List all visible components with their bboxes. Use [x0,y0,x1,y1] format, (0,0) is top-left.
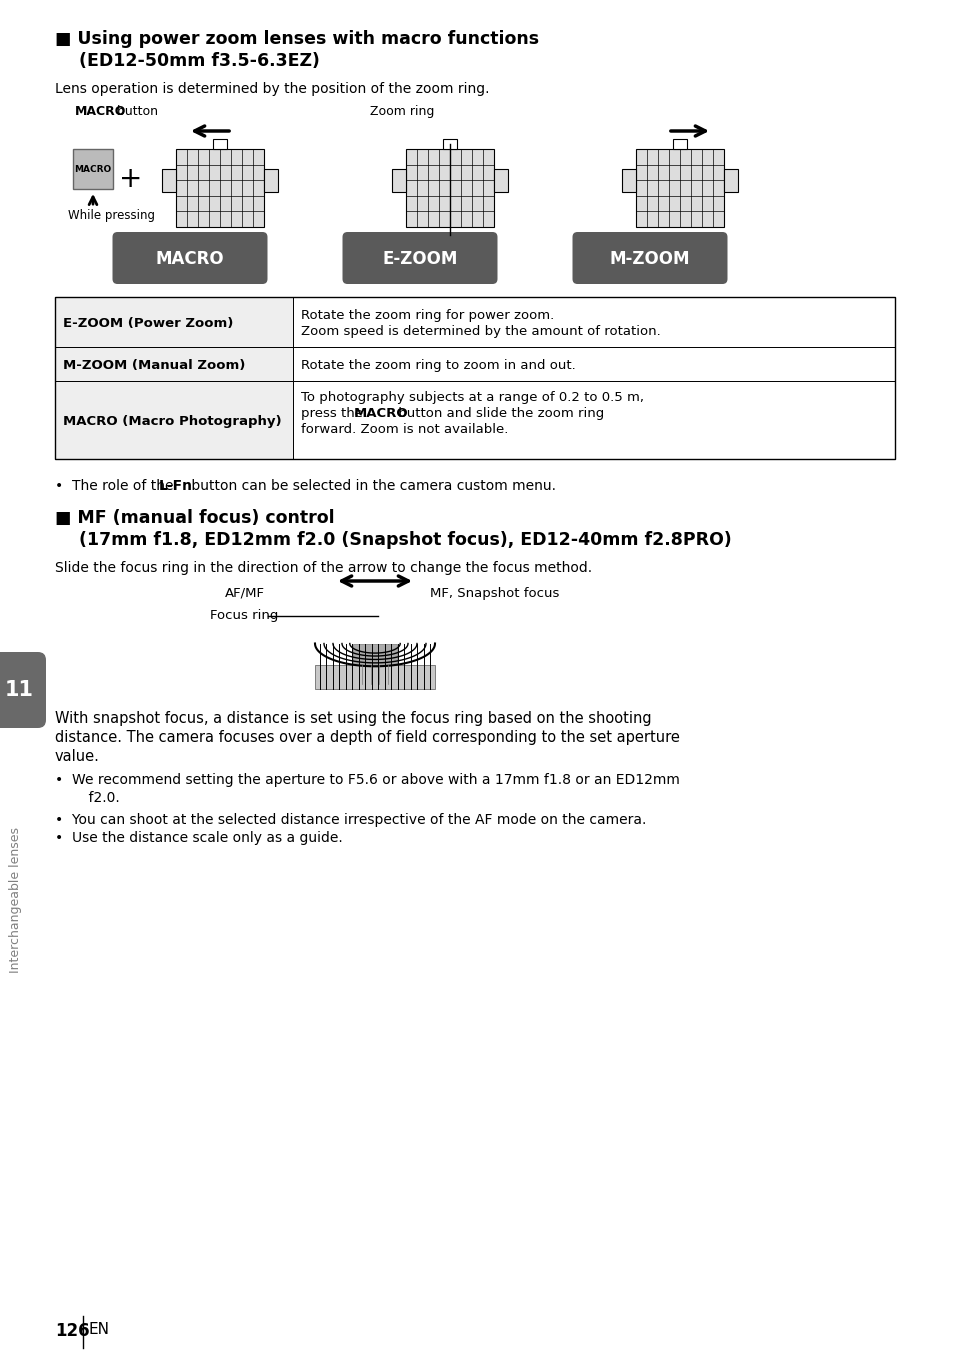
Bar [636,149,723,227]
Text: •  You can shoot at the selected distance irrespective of the AF mode on the cam: • You can shoot at the selected distance… [55,813,646,826]
Bar [293,297,894,347]
Bar [55,297,894,459]
Text: Zoom speed is determined by the amount of rotation.: Zoom speed is determined by the amount o… [301,324,660,338]
Text: Focus ring: Focus ring [210,609,278,622]
Bar [672,138,686,149]
Text: value.: value. [55,749,100,764]
Bar [293,381,894,459]
FancyBboxPatch shape [73,149,112,189]
Text: 126: 126 [55,1322,90,1339]
Text: •  We recommend setting the aperture to F5.6 or above with a 17mm f1.8 or an ED1: • We recommend setting the aperture to F… [55,773,679,787]
Bar [213,138,227,149]
Text: EN: EN [89,1322,110,1337]
Text: MACRO: MACRO [75,104,126,118]
FancyBboxPatch shape [342,232,497,284]
Text: AF/MF: AF/MF [225,588,265,600]
Text: MACRO: MACRO [74,166,112,175]
Text: (ED12-50mm f3.5-6.3EZ): (ED12-50mm f3.5-6.3EZ) [55,52,319,71]
Text: ■ MF (manual focus) control: ■ MF (manual focus) control [55,509,335,527]
Text: Rotate the zoom ring for power zoom.: Rotate the zoom ring for power zoom. [301,309,554,322]
Text: •  Use the distance scale only as a guide.: • Use the distance scale only as a guide… [55,830,342,845]
Text: While pressing: While pressing [68,209,154,223]
Text: With snapshot focus, a distance is set using the focus ring based on the shootin: With snapshot focus, a distance is set u… [55,711,651,726]
Bar [494,168,507,191]
Text: f2.0.: f2.0. [71,791,120,805]
Bar [406,149,494,227]
Text: Rotate the zoom ring to zoom in and out.: Rotate the zoom ring to zoom in and out. [301,360,576,372]
Text: ■ Using power zoom lenses with macro functions: ■ Using power zoom lenses with macro fun… [55,30,538,47]
Text: E-ZOOM (Power Zoom): E-ZOOM (Power Zoom) [63,316,233,330]
Text: button and slide the zoom ring: button and slide the zoom ring [394,407,603,421]
Bar [314,665,435,689]
Text: button can be selected in the camera custom menu.: button can be selected in the camera cus… [187,479,556,493]
Text: Lens operation is determined by the position of the zoom ring.: Lens operation is determined by the posi… [55,81,489,96]
Text: Interchangeable lenses: Interchangeable lenses [10,826,23,973]
Text: (17mm f1.8, ED12mm f2.0 (Snapshot focus), ED12-40mm f2.8PRO): (17mm f1.8, ED12mm f2.0 (Snapshot focus)… [55,531,731,550]
Bar [392,168,406,191]
Text: M-ZOOM: M-ZOOM [609,250,690,267]
Text: •  The role of the: • The role of the [55,479,177,493]
Text: press the: press the [301,407,367,421]
Bar [353,643,396,665]
FancyBboxPatch shape [112,232,267,284]
Bar [175,149,264,227]
Bar [442,138,456,149]
Text: Slide the focus ring in the direction of the arrow to change the focus method.: Slide the focus ring in the direction of… [55,560,592,575]
Text: distance. The camera focuses over a depth of field corresponding to the set aper: distance. The camera focuses over a dept… [55,730,679,745]
Text: M-ZOOM (Manual Zoom): M-ZOOM (Manual Zoom) [63,358,245,372]
Bar [264,168,277,191]
Bar [621,168,636,191]
Text: MACRO: MACRO [354,407,408,421]
Bar [55,347,293,381]
Text: 11: 11 [5,680,33,700]
Text: Zoom ring: Zoom ring [370,104,434,118]
FancyBboxPatch shape [0,651,46,727]
Text: button: button [112,104,158,118]
Text: MACRO: MACRO [155,250,224,267]
Bar [55,381,293,459]
Text: E-ZOOM: E-ZOOM [382,250,457,267]
Text: To photography subjects at a range of 0.2 to 0.5 m,: To photography subjects at a range of 0.… [301,391,643,404]
Bar [55,297,293,347]
Text: MF, Snapshot focus: MF, Snapshot focus [430,588,558,600]
Bar [293,347,894,381]
Bar [723,168,738,191]
Bar [162,168,175,191]
Text: L-Fn: L-Fn [159,479,193,493]
Text: MACRO (Macro Photography): MACRO (Macro Photography) [63,414,281,427]
Text: forward. Zoom is not available.: forward. Zoom is not available. [301,423,508,436]
Text: +: + [119,166,142,193]
FancyBboxPatch shape [572,232,727,284]
